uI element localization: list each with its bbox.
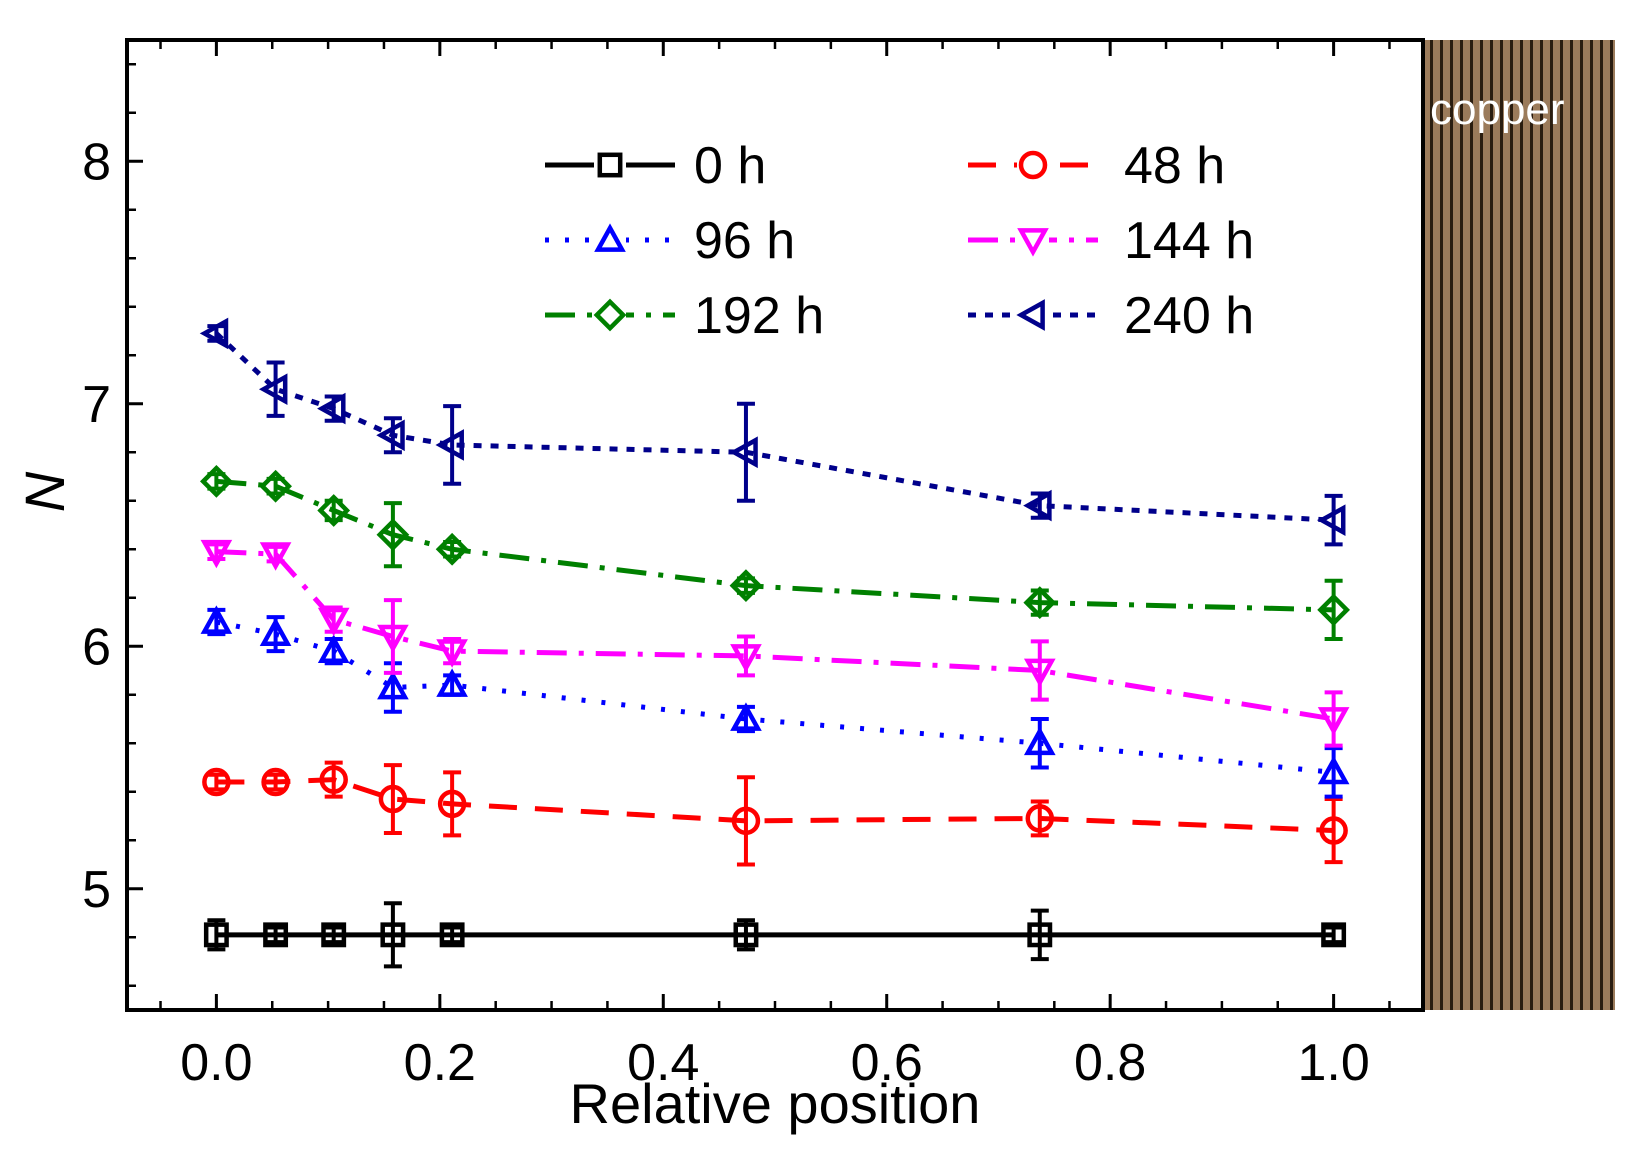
legend-item: 240 h bbox=[968, 287, 1254, 345]
data-point bbox=[259, 617, 292, 646]
data-point bbox=[259, 542, 292, 571]
data-point bbox=[376, 518, 410, 552]
legend-item: 96 h bbox=[545, 212, 795, 270]
data-point bbox=[199, 464, 233, 498]
data-point bbox=[731, 806, 761, 836]
data-point bbox=[1023, 658, 1056, 688]
y-tick-label: 7 bbox=[82, 376, 111, 434]
data-point bbox=[263, 922, 289, 948]
data-point bbox=[730, 702, 762, 731]
data-point bbox=[1321, 922, 1347, 948]
series-line bbox=[215, 619, 1334, 775]
data-point bbox=[1317, 707, 1350, 736]
series-48h bbox=[202, 760, 1348, 867]
series-240h bbox=[199, 317, 1346, 547]
data-point bbox=[258, 373, 288, 406]
legend-item: 192 h bbox=[545, 287, 824, 345]
data-point bbox=[1317, 755, 1350, 785]
data-point bbox=[317, 392, 346, 425]
x-axis-label: Relative position bbox=[570, 1072, 981, 1135]
data-point bbox=[202, 767, 231, 797]
data-point bbox=[1319, 816, 1348, 845]
data-point bbox=[1027, 922, 1053, 948]
data-point bbox=[1023, 726, 1056, 756]
data-point bbox=[435, 429, 464, 461]
legend-label: 48 h bbox=[1124, 137, 1225, 195]
legend-label: 240 h bbox=[1124, 287, 1254, 345]
data-point bbox=[199, 317, 229, 350]
data-point bbox=[1023, 489, 1052, 522]
legend-label: 0 h bbox=[694, 137, 766, 195]
data-point bbox=[729, 436, 758, 469]
x-tick-label: 0.0 bbox=[180, 1034, 252, 1092]
legend-marker bbox=[1018, 150, 1048, 180]
series-144h bbox=[200, 539, 1350, 748]
legend-label: 96 h bbox=[694, 212, 795, 270]
data-point bbox=[261, 767, 290, 797]
data-point bbox=[378, 784, 408, 814]
data-point bbox=[439, 922, 465, 948]
x-tick-label: 0.4 bbox=[627, 1034, 699, 1092]
x-tick-label: 0.2 bbox=[404, 1034, 476, 1092]
data-point bbox=[730, 644, 762, 673]
legend-marker bbox=[1016, 299, 1045, 331]
data-point bbox=[733, 922, 759, 948]
copper-label: copper bbox=[1430, 85, 1565, 134]
data-point bbox=[1025, 804, 1055, 833]
x-tick-label: 1.0 bbox=[1297, 1034, 1369, 1092]
data-point bbox=[435, 532, 469, 566]
copper-region bbox=[1423, 40, 1615, 1010]
data-point bbox=[377, 670, 409, 700]
data-point bbox=[436, 639, 468, 668]
legend-marker bbox=[594, 223, 626, 252]
legend-item: 144 h bbox=[968, 212, 1254, 270]
y-tick-label: 8 bbox=[82, 133, 111, 191]
data-point bbox=[200, 539, 233, 569]
data-point bbox=[317, 494, 351, 527]
x-tick-label: 0.6 bbox=[851, 1034, 923, 1092]
data-point bbox=[321, 922, 347, 948]
y-tick-label: 6 bbox=[82, 618, 111, 676]
data-point bbox=[376, 419, 405, 452]
data-point bbox=[317, 634, 350, 663]
data-point bbox=[380, 922, 406, 948]
y-tick-label: 5 bbox=[82, 861, 111, 919]
legend-label: 144 h bbox=[1124, 212, 1254, 270]
series-0h bbox=[203, 901, 1347, 969]
legend-item: 0 h bbox=[545, 137, 766, 195]
legend-label: 192 h bbox=[694, 287, 824, 345]
data-point bbox=[1023, 586, 1057, 619]
x-tick-label: 0.8 bbox=[1074, 1034, 1146, 1092]
data-point bbox=[203, 922, 229, 948]
series-line bbox=[216, 777, 1334, 834]
data-point bbox=[436, 668, 468, 697]
data-point bbox=[377, 624, 409, 654]
legend-marker bbox=[597, 152, 623, 178]
plot-frame bbox=[125, 38, 1425, 1012]
data-point bbox=[437, 789, 467, 819]
data-point bbox=[259, 469, 292, 503]
series-line bbox=[214, 331, 1334, 523]
data-point bbox=[319, 765, 348, 794]
series-96h bbox=[200, 605, 1350, 799]
legend-item: 48 h bbox=[968, 137, 1225, 195]
data-point bbox=[729, 569, 763, 603]
series-192h bbox=[199, 464, 1351, 641]
data-point bbox=[317, 607, 350, 637]
series-line bbox=[216, 549, 1335, 722]
data-point bbox=[200, 605, 233, 634]
legend-marker bbox=[593, 298, 627, 332]
data-point bbox=[1317, 593, 1351, 627]
data-point bbox=[1316, 504, 1346, 536]
series-line bbox=[216, 478, 1334, 613]
legend-marker bbox=[1017, 228, 1049, 257]
y-axis-label: N bbox=[13, 471, 76, 512]
